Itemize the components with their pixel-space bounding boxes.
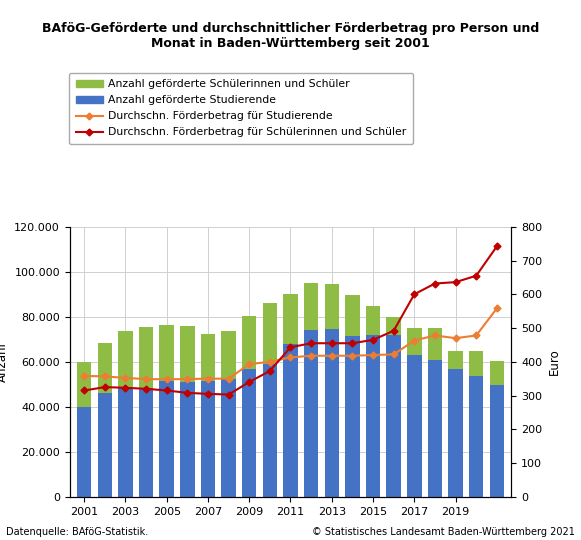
Bar <box>77 362 91 407</box>
Bar <box>77 407 91 497</box>
Bar <box>284 344 297 497</box>
Bar <box>242 368 256 497</box>
Bar <box>201 334 215 381</box>
Bar <box>449 368 463 497</box>
Bar <box>139 327 153 388</box>
Bar <box>118 388 132 497</box>
Bar <box>449 350 463 368</box>
Bar <box>284 294 297 344</box>
Bar <box>386 317 401 335</box>
Bar <box>159 381 174 497</box>
Bar <box>407 355 422 497</box>
Bar <box>159 325 174 381</box>
Text: Datenquelle: BAföG-Statistik.: Datenquelle: BAföG-Statistik. <box>6 527 148 537</box>
Bar <box>242 316 256 368</box>
Bar <box>469 350 483 376</box>
Bar <box>325 329 339 497</box>
Bar <box>428 328 442 360</box>
Bar <box>304 283 318 330</box>
Bar <box>118 332 132 388</box>
Text: BAföG-Geförderte und durchschnittlicher Förderbetrag pro Person und
Monat in Bad: BAföG-Geförderte und durchschnittlicher … <box>42 22 539 50</box>
Text: © Statistisches Landesamt Baden-Württemberg 2021: © Statistisches Landesamt Baden-Württemb… <box>313 527 575 537</box>
Bar <box>221 379 236 497</box>
Bar <box>345 336 360 497</box>
Bar <box>263 303 277 364</box>
Bar <box>180 326 195 382</box>
Bar <box>304 330 318 497</box>
Bar <box>490 361 504 386</box>
Bar <box>180 382 195 497</box>
Bar <box>98 393 112 497</box>
Bar <box>325 284 339 329</box>
Bar <box>98 343 112 393</box>
Bar <box>407 328 422 355</box>
Bar <box>428 360 442 497</box>
Bar <box>221 332 236 379</box>
Bar <box>490 386 504 497</box>
Legend: Anzahl geförderte Schülerinnen und Schüler, Anzahl geförderte Studierende, Durch: Anzahl geförderte Schülerinnen und Schül… <box>69 73 413 144</box>
Bar <box>386 335 401 497</box>
Bar <box>345 295 360 336</box>
Y-axis label: Euro: Euro <box>548 348 561 375</box>
Bar <box>469 376 483 497</box>
Bar <box>366 306 380 335</box>
Bar <box>201 381 215 497</box>
Bar <box>263 364 277 497</box>
Bar <box>139 388 153 497</box>
Bar <box>366 335 380 497</box>
Y-axis label: Anzahl: Anzahl <box>0 342 9 382</box>
